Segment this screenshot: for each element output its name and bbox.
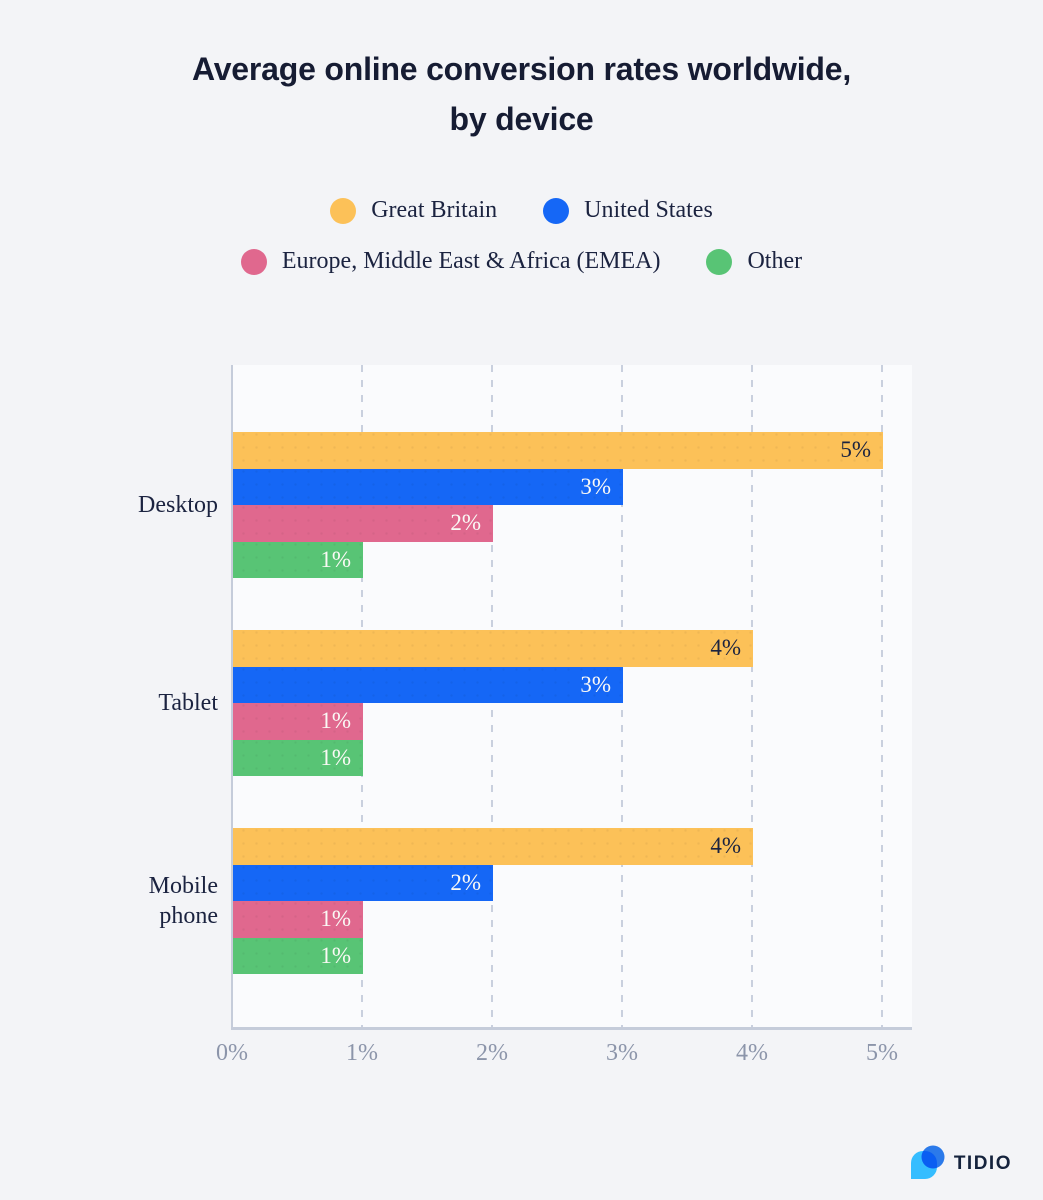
x-axis-tick-label: 0% [216,1040,248,1066]
bar-value-label: 1% [320,708,351,734]
bar-value-label: 4% [710,833,741,859]
bar-desktop-other: 1% [233,541,363,578]
category-label: Mobile phone [148,873,218,929]
chart-title: Average online conversion rates worldwid… [0,44,1043,144]
gridline [881,365,883,1027]
bar-value-label: 1% [320,906,351,932]
bar-desktop-great-britain: 5% [233,432,883,469]
bar-value-label: 1% [320,546,351,572]
bar-value-label: 3% [580,671,611,697]
gridline [751,365,753,1027]
bar-value-label: 1% [320,942,351,968]
bar-value-label: 1% [320,744,351,770]
legend-label: Europe, Middle East & Africa (EMEA) [281,248,661,274]
bar-value-label: 5% [840,437,871,463]
legend-swatch-icon [543,197,570,224]
tidio-branding: TIDIO [908,1145,1012,1182]
bar-mobile-phone-europe-middle-east-africa-emea-: 1% [233,901,363,938]
x-axis-tick-label: 5% [866,1040,898,1066]
bar-value-label: 2% [450,510,481,536]
bar-value-label: 3% [580,473,611,499]
bar-tablet-united-states: 3% [233,666,623,703]
logo-circle-shape [921,1145,945,1169]
bar-tablet-other: 1% [233,739,363,776]
legend-item: Europe, Middle East & Africa (EMEA) [240,248,661,275]
legend-swatch-icon [706,248,733,275]
bar-desktop-europe-middle-east-africa-emea-: 2% [233,505,493,542]
bar-mobile-phone-other: 1% [233,937,363,974]
tidio-logo-icon [910,1145,945,1179]
legend-label: Great Britain [371,197,498,223]
x-axis-tick-label: 4% [736,1040,768,1066]
legend-swatch-icon [330,197,357,224]
legend-item: United States [543,197,713,224]
chart-title-line2: by device [449,101,594,137]
bar-value-label: 2% [450,869,481,895]
x-axis-tick-label: 3% [606,1040,638,1066]
x-axis-tick-label: 1% [346,1040,378,1066]
legend-item: Great Britain [330,197,497,224]
y-axis-line [230,365,233,1029]
bar-tablet-europe-middle-east-africa-emea-: 1% [233,703,363,740]
bar-mobile-phone-united-states: 2% [233,864,493,901]
legend-row: Europe, Middle East & Africa (EMEA) Other [240,248,802,275]
legend-row: Great Britain United States [330,197,713,224]
category-label: Desktop [138,492,218,518]
legend-swatch-icon [240,248,267,275]
legend: Great Britain United States Europe, Middle… [0,197,1043,275]
legend-label: United States [584,197,713,223]
category-label: Tablet [158,690,218,716]
legend-item: Other [706,248,802,275]
x-axis-tick-label: 2% [476,1040,508,1066]
bar-desktop-united-states: 3% [233,468,623,505]
chart-title-line1: Average online conversion rates worldwid… [191,51,852,87]
legend-label: Other [747,248,803,274]
tidio-logo-text: TIDIO [953,1152,1012,1174]
bar-tablet-great-britain: 4% [233,630,753,667]
x-axis-line [230,1027,912,1030]
bar-mobile-phone-great-britain: 4% [233,828,753,865]
bar-value-label: 4% [710,635,741,661]
